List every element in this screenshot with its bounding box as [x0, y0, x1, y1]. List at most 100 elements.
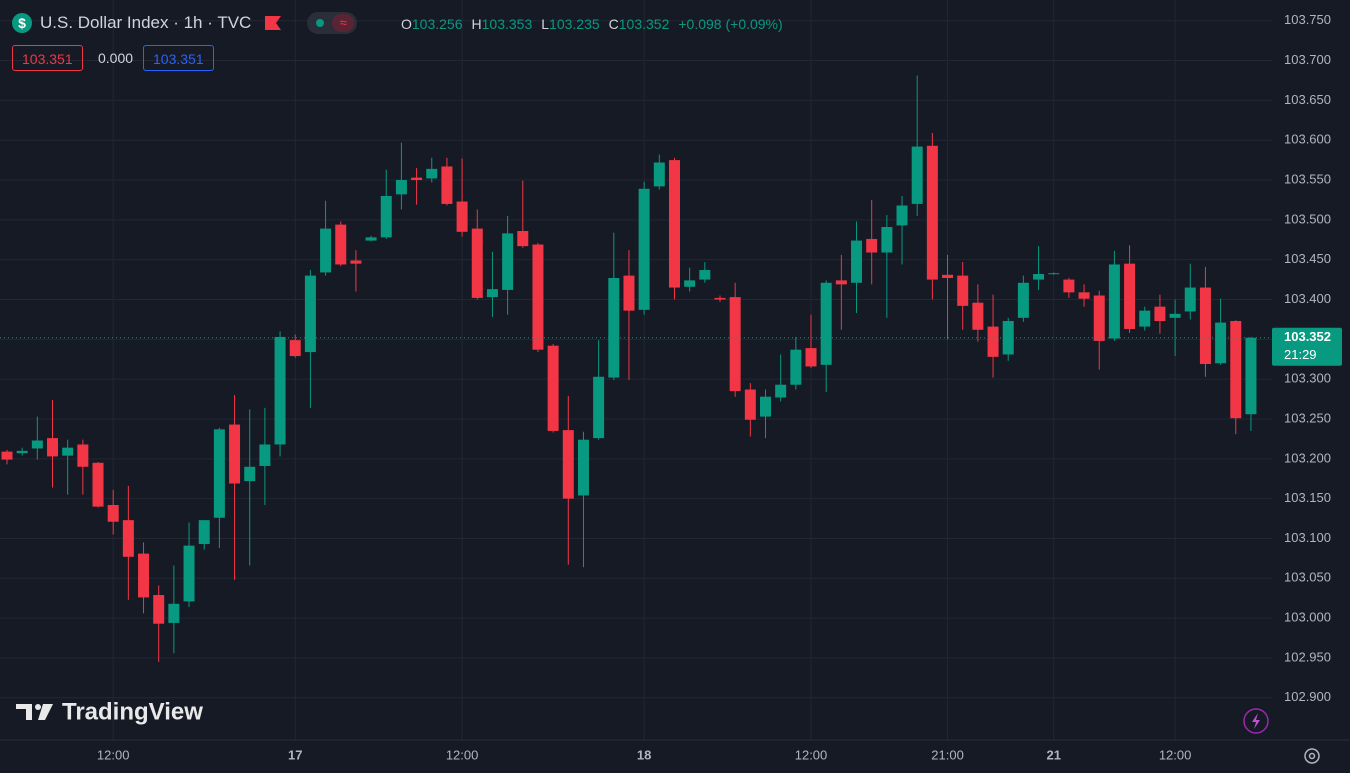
alert-icon[interactable] [1243, 708, 1269, 734]
candle-body [699, 270, 711, 280]
candle-body [1108, 264, 1120, 339]
candle-body [138, 553, 150, 598]
c-key: C [608, 16, 619, 32]
candle-body [456, 201, 468, 232]
candle-body [562, 430, 574, 499]
candle-body [775, 384, 787, 398]
candle-body [623, 275, 635, 311]
flag-icon[interactable] [265, 16, 282, 30]
candle-body [972, 302, 984, 330]
candle-body [805, 348, 817, 367]
candle-body [653, 162, 665, 187]
candle-body [380, 195, 392, 238]
candle-body [183, 545, 195, 602]
candle-body [957, 275, 969, 306]
candle-body [835, 280, 847, 285]
candle-body [638, 188, 650, 310]
candle-body [168, 603, 180, 623]
x-tick-label: 21:00 [931, 747, 964, 762]
candle-body [744, 389, 756, 420]
candle-body [31, 440, 43, 449]
candle-body [714, 297, 726, 300]
candle-body [92, 462, 104, 507]
x-tick-label: 12:00 [446, 747, 479, 762]
candle-body [426, 168, 438, 179]
candle-body [1215, 322, 1227, 364]
y-tick-label: 103.200 [1284, 450, 1331, 465]
candle-body [411, 177, 423, 181]
candle-body [1017, 282, 1029, 318]
candle-body [153, 595, 165, 624]
candle-body [911, 146, 923, 204]
candle-body [1230, 321, 1242, 419]
candle-body [1078, 292, 1090, 299]
l-key: L [541, 16, 550, 32]
candle-body [274, 336, 286, 445]
candle-body [729, 297, 741, 392]
candle-body [517, 231, 529, 247]
candle-body [47, 438, 59, 457]
x-tick-label: 17 [288, 747, 302, 762]
symbol-title: U.S. Dollar Index · 1h · TVC [40, 13, 252, 32]
bid-box[interactable]: 103.351 [12, 45, 83, 71]
candle-body [350, 260, 362, 264]
y-tick-label: 103.600 [1284, 132, 1331, 147]
axis-labels: 102.900 102.950 103.000 103.050 103.100 103.1… [97, 12, 1342, 762]
candle-body [471, 228, 483, 298]
y-tick-label: 103.300 [1284, 371, 1331, 386]
grid [0, 0, 1272, 740]
price-axis-bg [1272, 0, 1350, 773]
candle-body [320, 228, 332, 273]
candle-body [608, 277, 620, 378]
candle-body [926, 145, 938, 280]
candle-body [62, 447, 74, 456]
ask-box[interactable]: 103.351 [143, 45, 214, 71]
candle-body [122, 520, 134, 557]
candle-body [486, 289, 498, 298]
l-value: 103.235 [549, 16, 600, 32]
candle-body [441, 166, 453, 204]
symbol-icon: $ [12, 13, 32, 33]
y-tick-label: 103.700 [1284, 52, 1331, 67]
candle-body [760, 396, 771, 417]
candle-body [213, 429, 225, 518]
o-key: O [401, 16, 412, 32]
h-value: 103.353 [481, 16, 533, 32]
candle-body [1048, 273, 1060, 275]
c-value: 103.352 [618, 16, 670, 32]
y-tick-label: 103.050 [1284, 570, 1331, 585]
y-tick-label: 103.750 [1284, 12, 1331, 27]
candle-body [198, 520, 210, 545]
y-tick-label: 103.250 [1284, 410, 1331, 425]
candle-body [593, 376, 605, 439]
candle-body [1245, 337, 1257, 415]
o-value: 103.256 [411, 16, 463, 32]
candle-body [1124, 263, 1136, 329]
candle-body [1199, 287, 1211, 365]
x-tick-label: 21 [1046, 747, 1060, 762]
candle-body [259, 444, 271, 466]
candle-body [244, 466, 256, 482]
settings-icon[interactable] [1304, 748, 1320, 764]
candles [0, 75, 1272, 662]
x-tick-label: 12:00 [795, 747, 828, 762]
candle-body [866, 238, 878, 253]
candle-body [1, 451, 13, 460]
candle-body [1169, 313, 1181, 318]
candle-body [395, 180, 407, 195]
y-tick-label: 103.450 [1284, 251, 1331, 266]
candle-body [790, 349, 802, 385]
candle-body [365, 237, 377, 241]
status-pill[interactable]: ≈ [307, 12, 358, 34]
y-tick-label: 102.900 [1284, 689, 1331, 704]
candle-body [1033, 274, 1045, 280]
y-tick-label: 103.000 [1284, 610, 1331, 625]
logo [16, 704, 53, 720]
price-tag [1272, 327, 1342, 366]
candle-body [1063, 279, 1075, 293]
candle-body [1093, 295, 1105, 341]
candle-body [1184, 287, 1196, 312]
y-tick-label: 103.150 [1284, 490, 1331, 505]
